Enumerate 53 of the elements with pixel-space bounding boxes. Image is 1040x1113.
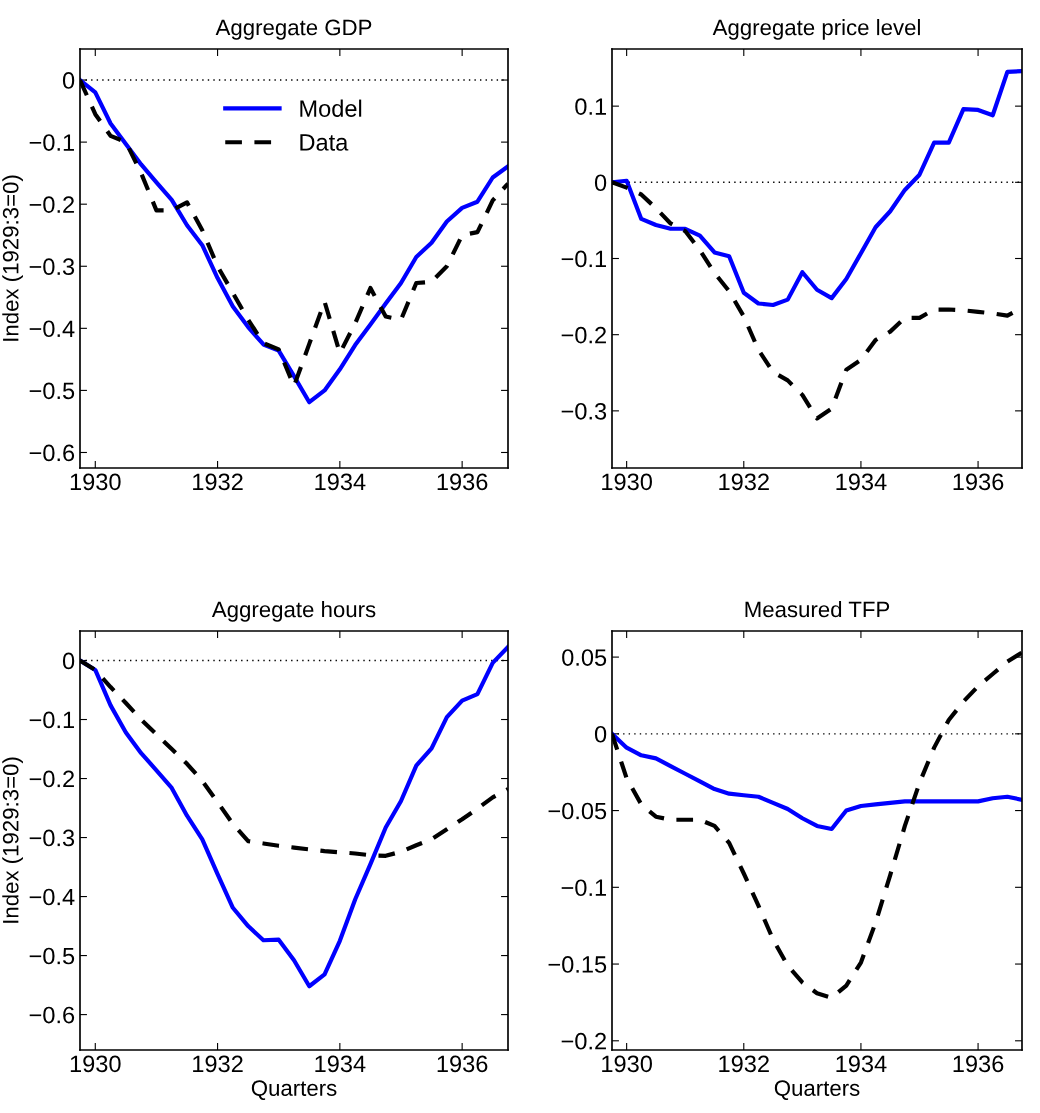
line-series	[612, 69, 1022, 308]
y-tick-label: −0.4	[29, 320, 75, 338]
y-tick-label: 0	[62, 652, 75, 670]
y-tick-label: −0.5	[29, 947, 75, 965]
x-tick-label: 1930	[602, 1055, 652, 1073]
y-tick-label: −0.15	[548, 956, 607, 973]
y-tick-label: −0.1	[29, 711, 74, 729]
y-tick-label: −0.1	[561, 879, 606, 897]
y-tick-label: −0.3	[561, 402, 607, 420]
x-tick-label: 1934	[315, 1055, 366, 1073]
y-tick-label: −0.3	[29, 258, 75, 276]
y-tick-label: −0.6	[29, 1006, 75, 1024]
chart-title: Measured TFP	[745, 601, 890, 618]
y-tick-label: −0.6	[29, 444, 75, 462]
x-tick-label: 1932	[719, 1055, 769, 1073]
x-tick-label: 1932	[193, 473, 243, 491]
y-tick-label: 0	[62, 72, 75, 89]
y-tick-label: −0.05	[548, 802, 607, 820]
x-axis-title: Quarters	[774, 1080, 860, 1100]
y-tick-label: −0.2	[561, 1032, 606, 1050]
y-tick-label: −0.1	[29, 134, 74, 151]
x-tick-label: 1930	[602, 473, 652, 491]
y-tick-label: −0.2	[29, 770, 74, 788]
y-tick-label: 0.1	[575, 98, 606, 115]
y-axis-title: Index (1929:3=0)	[2, 757, 23, 923]
y-tick-label: −0.2	[561, 326, 606, 344]
y-axis-title: Index (1929:3=0)	[2, 175, 23, 341]
x-tick-label: 1930	[70, 1055, 121, 1073]
y-tick-label: 0	[594, 174, 607, 192]
legend-label: Model	[300, 99, 362, 117]
x-tick-label: 1934	[836, 473, 887, 491]
y-tick-label: −0.1	[561, 250, 606, 268]
x-tick-label: 1932	[719, 473, 769, 491]
line-series	[612, 731, 1022, 832]
x-tick-label: 1934	[315, 473, 366, 491]
chart-title: Aggregate price level	[712, 19, 920, 40]
x-tick-label: 1930	[70, 473, 121, 491]
x-tick-label: 1936	[437, 473, 488, 491]
y-tick-label: −0.2	[29, 196, 74, 213]
x-tick-label: 1934	[836, 1055, 887, 1073]
chart-title: Aggregate hours	[211, 601, 376, 622]
x-tick-label: 1936	[437, 1055, 488, 1073]
y-tick-label: −0.3	[29, 829, 75, 847]
y-tick-label: −0.4	[29, 888, 75, 906]
x-axis-title: Quarters	[251, 1080, 337, 1100]
y-tick-label: 0.05	[562, 649, 607, 666]
x-tick-label: 1932	[193, 1055, 243, 1073]
chart-title: Aggregate GDP	[215, 19, 372, 40]
legend-label: Data	[300, 134, 349, 151]
y-tick-label: −0.5	[29, 382, 75, 400]
y-tick-label: 0	[594, 725, 607, 743]
x-tick-label: 1936	[953, 473, 1004, 491]
x-tick-label: 1936	[953, 1055, 1004, 1073]
